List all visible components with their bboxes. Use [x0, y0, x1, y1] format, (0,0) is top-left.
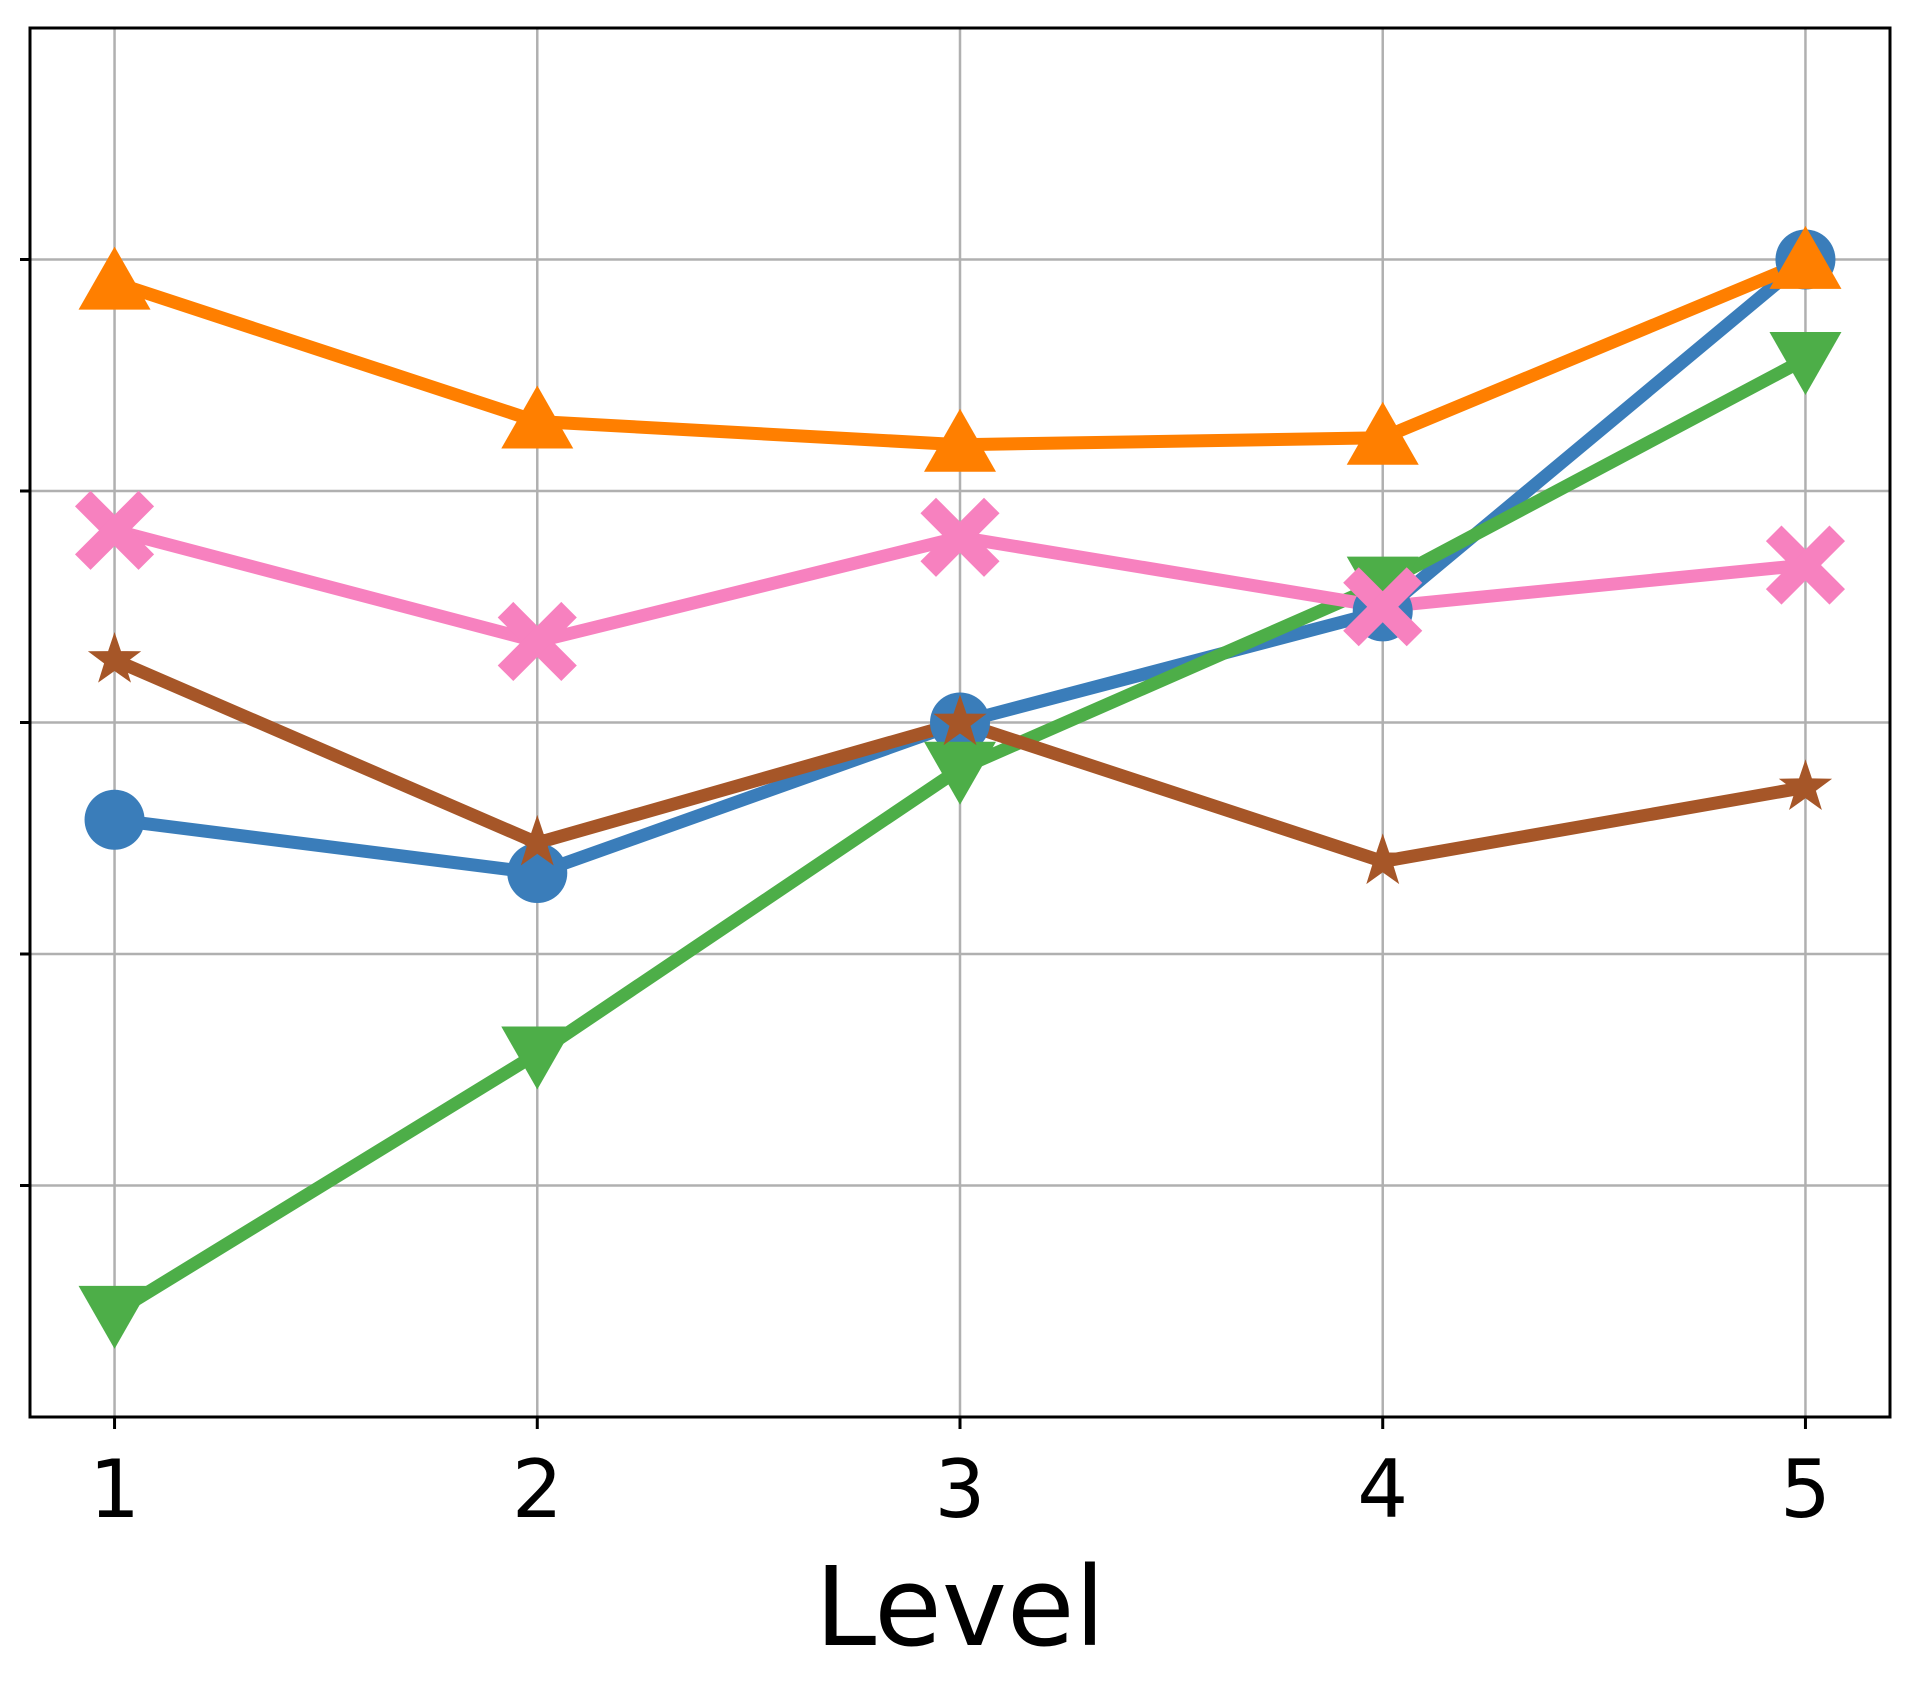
data-point: [510, 814, 564, 866]
data-point: [1346, 401, 1419, 465]
data-point: [87, 632, 142, 683]
grid: [20, 28, 1890, 1417]
data-point: [933, 694, 987, 746]
x-tick-label: 4: [1357, 1443, 1408, 1536]
data-point: [78, 246, 151, 310]
data-point: [1769, 332, 1842, 396]
data-point: [920, 497, 1000, 577]
data-point: [1778, 759, 1833, 810]
data-point: [1343, 567, 1423, 647]
x-tick-label: 1: [89, 1443, 140, 1536]
data-point: [924, 408, 996, 472]
x-tick-label: 3: [935, 1443, 986, 1536]
data-point: [501, 1026, 574, 1090]
x-axis-label: Level: [815, 1543, 1105, 1671]
x-ticks: 1 2 3 4 5: [89, 1417, 1831, 1536]
data-point: [507, 842, 568, 903]
x-tick-label: 2: [512, 1443, 563, 1536]
data-point: [501, 385, 574, 449]
x-tick-label: 5: [1780, 1443, 1831, 1536]
data-point: [78, 1285, 151, 1349]
data-point: [74, 490, 155, 570]
data-point: [924, 741, 996, 805]
series-markers: [74, 225, 1846, 1349]
data-point: [1346, 556, 1419, 620]
data-point: [1769, 225, 1842, 289]
data-point: [84, 789, 145, 850]
data-point: [1765, 525, 1846, 605]
data-point: [1356, 833, 1410, 885]
data-point: [497, 601, 577, 682]
